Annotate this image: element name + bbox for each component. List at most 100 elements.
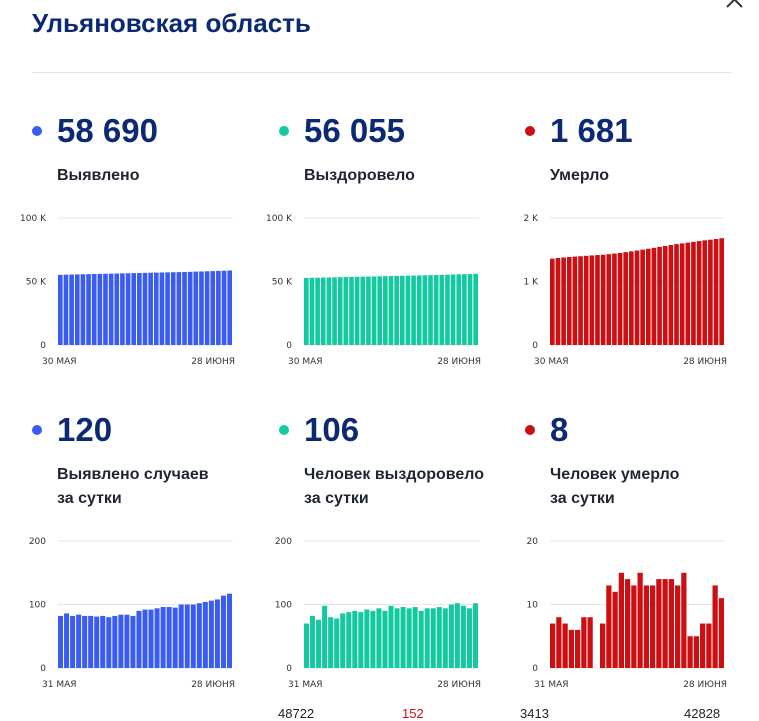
footer-value: 48722 xyxy=(278,706,315,721)
bar xyxy=(643,585,649,668)
bar xyxy=(58,274,63,345)
x-tick-label: 31 МАЯ xyxy=(534,680,569,690)
bar xyxy=(196,603,202,668)
bar xyxy=(349,276,354,345)
y-tick-label: 0 xyxy=(286,341,292,351)
bar xyxy=(227,270,232,345)
bar xyxy=(631,585,637,668)
bar xyxy=(650,585,656,668)
bar xyxy=(388,605,394,668)
bar xyxy=(606,254,612,345)
bar xyxy=(190,604,196,668)
stat-value: 8 xyxy=(550,411,569,448)
bar xyxy=(702,240,708,345)
bar xyxy=(712,585,718,668)
bar xyxy=(69,274,74,345)
bar xyxy=(394,275,399,345)
stat-label-line1: Умерло xyxy=(550,167,609,184)
divider xyxy=(32,72,732,73)
bar xyxy=(159,272,165,345)
stat-label-line1: Выявлено xyxy=(57,167,140,184)
stat-label-line2: за сутки xyxy=(550,490,615,507)
bar xyxy=(130,615,136,668)
bar xyxy=(148,609,154,668)
bar xyxy=(581,617,587,668)
bar xyxy=(623,252,629,345)
bar xyxy=(70,615,76,668)
x-tick-label: 28 ИЮНЯ xyxy=(437,357,481,367)
chart-deaths: 0 1 K 2 K 30 МАЯ 28 ИЮНЯ xyxy=(524,214,728,367)
bar xyxy=(466,608,472,668)
bar xyxy=(674,244,679,345)
y-tick-label: 10 xyxy=(527,601,539,611)
bar xyxy=(640,249,645,345)
y-tick-label: 20 xyxy=(527,537,539,547)
bar xyxy=(165,272,170,345)
y-tick-label: 100 xyxy=(275,601,292,611)
bar xyxy=(377,276,383,345)
bar xyxy=(202,601,208,668)
bar xyxy=(606,585,612,668)
stat-value: 106 xyxy=(304,411,360,448)
bar xyxy=(460,605,466,668)
bar xyxy=(309,277,315,345)
bar xyxy=(651,247,657,345)
chart-daily-deaths: 0 10 20 31 МАЯ 28 ИЮНЯ xyxy=(527,537,727,690)
bar xyxy=(637,572,643,668)
stat-label-line2: за сутки xyxy=(57,490,122,507)
bar xyxy=(656,579,662,668)
y-tick-label: 2 K xyxy=(524,214,540,224)
x-tick-label: 30 МАЯ xyxy=(42,357,77,367)
bar xyxy=(411,275,416,345)
bar xyxy=(94,616,100,668)
bar xyxy=(691,241,696,345)
bar xyxy=(343,277,349,345)
chart-total-cases: 0 50 K 100 K 30 МАЯ 28 ИЮНЯ xyxy=(20,214,235,367)
y-tick-label: 0 xyxy=(532,664,538,674)
bar xyxy=(618,572,624,668)
bar xyxy=(153,272,159,345)
bar xyxy=(360,276,366,345)
bar xyxy=(629,251,634,345)
bar xyxy=(681,572,687,668)
x-tick-label: 28 ИЮНЯ xyxy=(437,680,481,690)
bar xyxy=(568,629,574,668)
bar xyxy=(112,615,118,668)
bar xyxy=(450,274,456,345)
bar xyxy=(352,610,358,668)
bar xyxy=(430,608,436,668)
bar xyxy=(214,599,220,668)
series-dot xyxy=(279,126,289,136)
bar xyxy=(472,603,478,668)
bar xyxy=(696,241,702,345)
y-tick-label: 50 K xyxy=(272,278,293,288)
bar xyxy=(566,256,572,345)
bar xyxy=(148,272,153,345)
bar xyxy=(625,579,631,668)
bar xyxy=(668,579,674,668)
bar xyxy=(176,272,182,345)
bar xyxy=(718,598,724,668)
bar xyxy=(184,604,190,668)
bar xyxy=(376,608,382,668)
bar xyxy=(187,271,193,345)
bar xyxy=(76,614,82,668)
bar xyxy=(106,617,112,668)
bar xyxy=(657,246,662,345)
bar xyxy=(555,258,561,345)
x-tick-label: 28 ИЮНЯ xyxy=(683,680,727,690)
bar xyxy=(204,271,210,345)
bar xyxy=(172,607,178,668)
bar xyxy=(182,271,187,345)
bar xyxy=(316,619,322,668)
bar xyxy=(693,636,699,668)
bar xyxy=(91,274,97,345)
bar xyxy=(462,274,467,345)
bar xyxy=(445,274,450,345)
bar xyxy=(120,273,125,345)
close-icon[interactable] xyxy=(722,0,748,14)
y-tick-label: 1 K xyxy=(524,278,540,288)
bar xyxy=(388,276,394,345)
bar xyxy=(131,273,137,345)
